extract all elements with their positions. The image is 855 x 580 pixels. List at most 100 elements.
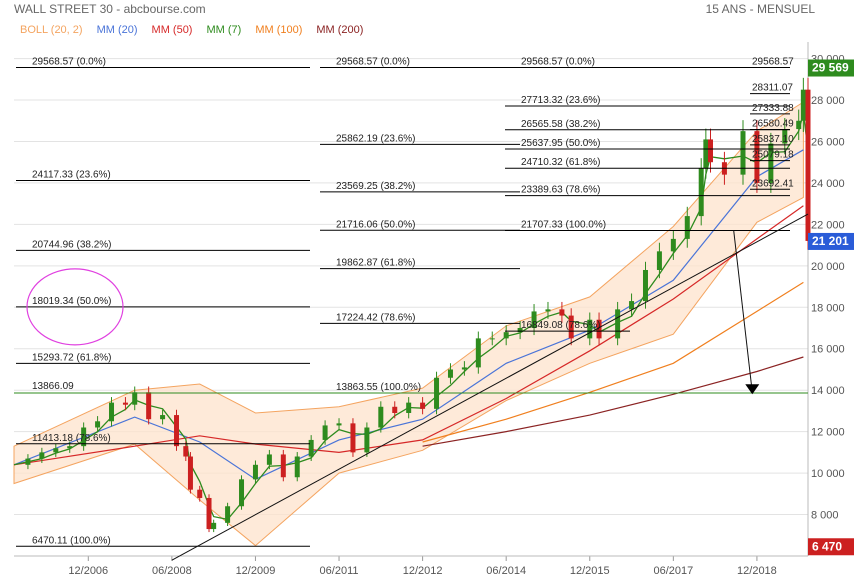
legend-entry: MM (50) xyxy=(151,24,193,36)
candle xyxy=(568,315,574,339)
x-tick-label: 12/2018 xyxy=(737,565,777,577)
long-term-uptrend xyxy=(171,213,809,561)
fib-level-label: 15293.72 (61.8%) xyxy=(32,352,112,363)
candle xyxy=(642,269,648,302)
support-label: 13866.09 xyxy=(32,381,74,392)
fib-level-label: 23389.63 (78.6%) xyxy=(521,185,601,196)
fib-level-label: 25637.95 (50.0%) xyxy=(521,138,601,149)
price-tag xyxy=(808,59,854,77)
candle xyxy=(225,506,231,523)
x-tick-label: 12/2006 xyxy=(68,565,108,577)
candle xyxy=(596,319,602,339)
candle xyxy=(587,319,593,339)
fib-level-label: 29568.57 xyxy=(752,57,794,68)
y-tick-label: 14 000 xyxy=(811,385,845,397)
candle xyxy=(146,392,152,420)
legend-entry: MM (20) xyxy=(96,24,138,36)
y-tick-label: 16 000 xyxy=(811,344,845,356)
fib-level-label: 27333.88 xyxy=(752,103,794,114)
candle xyxy=(294,456,300,478)
legend-entry: MM (7) xyxy=(206,24,242,36)
candle xyxy=(420,402,426,409)
fib-level-label: 26565.58 (38.2%) xyxy=(521,119,601,130)
candle xyxy=(67,446,73,449)
candle xyxy=(187,456,193,490)
x-tick-label: 06/2014 xyxy=(486,565,526,577)
candle xyxy=(475,338,481,368)
fib-level-label: 6470.11 (100.0%) xyxy=(32,535,111,546)
candle xyxy=(81,427,87,447)
candle xyxy=(336,423,342,426)
candle xyxy=(53,448,59,453)
chart-legend: BOLL (20, 2) MM (20) MM (50) MM (7) MM (100)… xyxy=(20,24,377,36)
candle xyxy=(350,423,356,453)
candle xyxy=(132,392,138,405)
candle xyxy=(211,522,217,530)
x-tick-label: 12/2009 xyxy=(236,565,276,577)
y-tick-label: 22 000 xyxy=(811,219,845,231)
candle xyxy=(280,454,286,478)
fib-level-label: 19862.87 (61.8%) xyxy=(336,258,416,269)
moving-average-line xyxy=(422,281,804,443)
candle xyxy=(197,489,203,498)
candle xyxy=(545,309,551,312)
y-tick-label: 18 000 xyxy=(811,302,845,314)
candle xyxy=(615,309,621,339)
bollinger-band xyxy=(13,101,804,547)
highlight-circle xyxy=(26,268,124,346)
candle xyxy=(656,251,662,270)
price-tag xyxy=(808,232,854,250)
candle xyxy=(95,421,101,428)
candle xyxy=(160,415,166,420)
price-tag-label: 6 470 xyxy=(812,539,842,553)
candle xyxy=(206,497,212,530)
candle xyxy=(266,454,272,465)
fib-level-label: 25862.19 (23.6%) xyxy=(336,133,416,144)
candle xyxy=(461,367,467,370)
candle xyxy=(183,446,189,457)
y-tick-label: 10 000 xyxy=(811,468,845,480)
fib-level-label: 27713.32 (23.6%) xyxy=(521,95,601,106)
candle xyxy=(629,301,635,310)
candle xyxy=(174,415,180,447)
fib-level-label: 25837.10 xyxy=(752,134,794,145)
y-tick-label: 24 000 xyxy=(811,178,845,190)
candle xyxy=(531,311,537,329)
moving-average-line xyxy=(422,356,804,447)
fib-level-label: 24710.32 (61.8%) xyxy=(521,157,601,168)
candle xyxy=(364,427,370,453)
candle xyxy=(447,369,453,378)
candle xyxy=(239,479,245,507)
candle xyxy=(122,402,128,405)
fib-level-label: 16849.08 (78.6%) xyxy=(521,320,601,331)
y-tick-label: 20 000 xyxy=(811,261,845,273)
chart-period: 15 ANS - MENSUEL xyxy=(705,2,815,16)
candle xyxy=(308,439,314,457)
y-tick-label: 28 000 xyxy=(811,95,845,107)
x-tick-label: 12/2012 xyxy=(403,565,443,577)
fib-level-label: 21716.06 (50.0%) xyxy=(336,219,416,230)
candle xyxy=(698,168,704,217)
fib-level-label: 29568.57 (0.0%) xyxy=(521,57,595,68)
candle xyxy=(25,458,31,465)
y-tick-label: 26 000 xyxy=(811,136,845,148)
fib-level-label: 13863.55 (100.0%) xyxy=(336,382,421,393)
legend-entry: MM (100) xyxy=(255,24,303,36)
candle xyxy=(796,120,802,130)
fib-level-label: 29568.57 (0.0%) xyxy=(336,57,410,68)
candle xyxy=(406,402,412,413)
price-tag-label: 29 569 xyxy=(812,61,849,75)
fib-level-label: 23569.25 (38.2%) xyxy=(336,181,416,192)
candle xyxy=(684,216,690,239)
x-tick-label: 06/2017 xyxy=(653,565,693,577)
candle xyxy=(109,402,115,422)
fib-level-label: 25079.18 xyxy=(752,150,794,161)
candle xyxy=(559,309,565,316)
candle xyxy=(503,332,509,339)
fib-level-label: 24117.33 (23.6%) xyxy=(32,170,111,181)
candle xyxy=(782,129,788,144)
candle xyxy=(703,139,709,169)
x-tick-label: 12/2015 xyxy=(570,565,610,577)
arrow-head xyxy=(745,384,760,395)
